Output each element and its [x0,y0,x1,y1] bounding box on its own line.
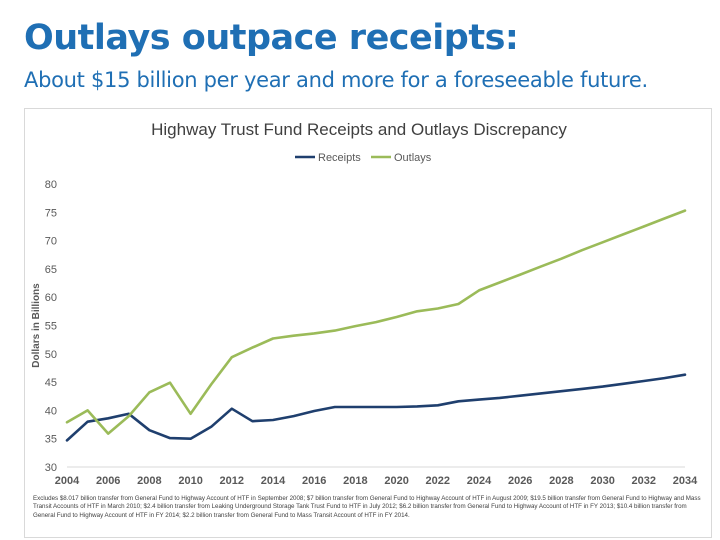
x-tick-label: 2012 [220,475,244,487]
x-tick-label: 2016 [302,475,326,487]
y-tick-label: 45 [45,377,57,389]
data-point-receipts [251,420,254,423]
data-point-outlays [231,356,233,358]
chart-title: Highway Trust Fund Receipts and Outlays … [151,120,567,139]
data-point-receipts [210,426,212,428]
data-point-receipts [148,429,151,432]
data-point-receipts [313,410,316,412]
data-point-receipts [684,373,686,376]
data-point-outlays [334,329,336,332]
x-tick-label: 2004 [55,475,80,487]
data-point-receipts [375,406,377,408]
legend-label-outlays: Outlays [394,152,432,164]
data-point-outlays [519,273,521,276]
data-point-outlays [437,307,439,310]
y-tick-label: 50 [45,349,57,361]
data-point-outlays [416,310,419,313]
data-point-receipts [395,406,398,408]
y-tick-label: 65 [45,264,57,276]
x-tick-label: 2028 [549,475,573,487]
y-tick-label: 40 [45,405,57,417]
data-point-outlays [210,383,212,386]
data-point-outlays [189,413,192,415]
legend-label-receipts: Receipts [318,152,361,164]
data-point-outlays [251,346,254,349]
data-point-receipts [560,390,563,393]
slide-subtitle: About $15 billion per year and more for … [24,68,648,92]
data-point-receipts [292,415,295,417]
x-tick-label: 2022 [426,475,450,487]
data-point-outlays [375,321,377,323]
data-point-receipts [169,437,171,439]
data-point-receipts [478,398,480,401]
data-point-receipts [601,385,604,388]
data-point-outlays [498,281,501,284]
y-tick-label: 80 [45,179,57,191]
y-tick-label: 55 [45,321,57,333]
x-tick-label: 2034 [673,475,698,487]
data-point-outlays [581,249,583,251]
data-point-receipts [643,380,645,382]
data-point-outlays [663,217,666,220]
data-point-outlays [622,233,624,236]
data-point-outlays [66,421,68,424]
y-tick-label: 60 [45,292,57,304]
data-point-receipts [354,406,357,408]
data-point-outlays [272,337,274,340]
data-point-receipts [231,407,233,410]
data-point-outlays [457,303,460,305]
data-point-outlays [107,432,109,435]
y-tick-label: 75 [45,207,57,219]
data-point-receipts [86,420,89,423]
x-tick-label: 2008 [137,475,161,487]
slide-title: Outlays outpace receipts: [24,18,519,58]
data-point-receipts [519,394,521,397]
data-point-outlays [313,332,316,335]
x-tick-label: 2018 [343,475,367,487]
data-point-outlays [478,289,480,292]
data-point-receipts [416,405,419,408]
data-point-outlays [560,257,563,260]
data-point-receipts [540,392,542,395]
data-point-receipts [189,437,192,440]
data-point-receipts [107,417,109,420]
data-point-receipts [498,397,501,399]
x-tick-label: 2020 [384,475,408,487]
x-tick-label: 2026 [508,475,532,487]
data-point-outlays [128,415,130,417]
data-point-receipts [581,388,583,390]
data-point-outlays [684,209,686,212]
chart-footnote: Excludes $8.017 billion transfer from Ge… [33,495,701,519]
data-point-outlays [148,391,151,394]
y-tick-label: 35 [45,434,57,446]
x-tick-label: 2006 [96,475,120,487]
x-tick-label: 2010 [178,475,202,487]
data-point-outlays [86,409,89,412]
data-point-receipts [334,406,336,408]
data-point-outlays [643,225,645,228]
y-tick-label: 30 [45,462,57,474]
x-tick-label: 2014 [261,475,286,487]
x-tick-label: 2032 [632,475,656,487]
data-point-outlays [395,316,398,318]
data-point-receipts [272,419,274,421]
data-point-outlays [354,325,357,327]
data-point-receipts [66,439,68,442]
data-point-receipts [622,383,624,385]
y-tick-label: 70 [45,236,57,248]
chart-container: Highway Trust Fund Receipts and Outlays … [24,108,712,538]
data-point-outlays [540,265,542,268]
y-axis-title: Dollars in Billions [31,283,42,368]
x-tick-label: 2024 [467,475,492,487]
data-point-outlays [169,381,171,384]
data-point-outlays [292,334,295,337]
x-tick-label: 2030 [590,475,614,487]
data-point-receipts [663,377,666,379]
data-point-receipts [437,404,439,407]
htf-line-chart: Highway Trust Fund Receipts and Outlays … [31,120,698,487]
data-point-outlays [601,241,604,244]
data-point-receipts [457,400,460,403]
